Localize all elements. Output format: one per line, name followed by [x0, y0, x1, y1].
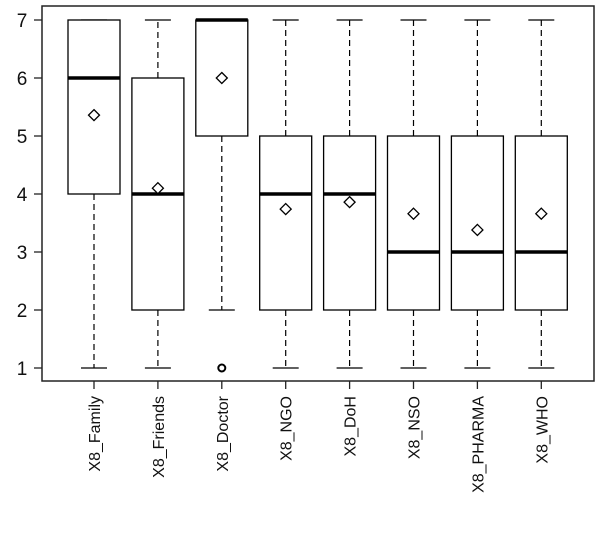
x-axis: X8_Family X8_Friends X8_Doctor X8_NGO X8_DoH… — [87, 381, 551, 493]
y-tick-label: 2 — [17, 301, 28, 322]
boxes — [67, 18, 568, 373]
box-iqr — [514, 135, 568, 311]
y-tick-label: 5 — [17, 127, 28, 148]
box-iqr — [322, 135, 377, 311]
mean-marker — [151, 181, 165, 195]
y-tick-label: 7 — [17, 11, 28, 32]
box-X8_WHO — [514, 19, 568, 369]
x-tick-label: X8_NSO — [407, 396, 424, 459]
box-X8_Family — [67, 19, 121, 369]
x-tick-label: X8_WHO — [534, 396, 551, 464]
y-tick-label: 3 — [17, 243, 28, 264]
y-tick-label: 1 — [17, 359, 28, 380]
y-tick-label: 6 — [17, 69, 28, 90]
box-X8_Friends — [131, 19, 185, 369]
x-tick-label: X8_NGO — [279, 396, 296, 461]
plot-frame — [41, 5, 595, 382]
mean-marker — [407, 207, 420, 221]
x-tick-label: X8_Doctor — [215, 395, 232, 471]
box-X8_NSO — [386, 19, 441, 369]
box-iqr — [450, 135, 505, 311]
mean-marker — [279, 202, 293, 216]
box-X8_Doctor — [195, 18, 249, 373]
x-tick-label: X8_Friends — [151, 396, 168, 478]
mean-marker — [87, 108, 101, 122]
box-iqr — [67, 19, 121, 195]
y-tick-label: 4 — [17, 185, 28, 206]
box-X8_DoH — [322, 19, 377, 369]
box-iqr — [259, 135, 313, 311]
x-tick-label: X8_Family — [87, 396, 104, 472]
box-X8_NGO — [259, 19, 313, 369]
box-iqr — [386, 135, 441, 311]
y-axis: 1 2 3 4 5 6 7 — [17, 11, 42, 380]
mean-marker — [470, 223, 484, 237]
box-X8_PHARMA — [450, 19, 505, 369]
x-tick-label: X8_DoH — [343, 396, 360, 456]
mean-marker — [215, 71, 229, 85]
outlier-point — [217, 363, 227, 373]
mean-marker — [534, 207, 548, 221]
mean-marker — [343, 195, 357, 209]
x-tick-label: X8_PHARMA — [470, 396, 487, 493]
